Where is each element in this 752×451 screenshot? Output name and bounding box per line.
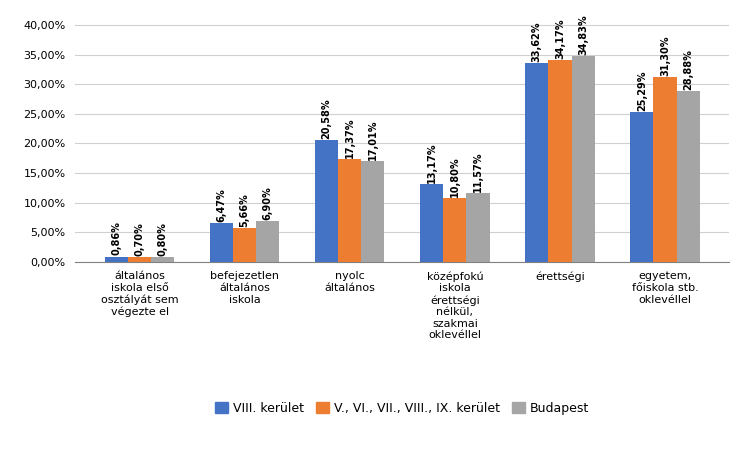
Bar bbox=[572, 56, 595, 262]
Bar bbox=[677, 91, 699, 262]
Text: 6,47%: 6,47% bbox=[217, 189, 226, 222]
Text: 25,29%: 25,29% bbox=[637, 70, 647, 111]
Text: 28,88%: 28,88% bbox=[683, 49, 693, 90]
Bar bbox=[630, 112, 653, 262]
Text: 11,57%: 11,57% bbox=[473, 152, 483, 192]
Legend: VIII. kerület, V., VI., VII., VIII., IX. kerület, Budapest: VIII. kerület, V., VI., VII., VIII., IX.… bbox=[211, 397, 594, 420]
Text: 34,17%: 34,17% bbox=[555, 18, 565, 59]
Text: 10,80%: 10,80% bbox=[450, 156, 460, 197]
Text: 33,62%: 33,62% bbox=[532, 21, 542, 62]
Text: 5,66%: 5,66% bbox=[240, 193, 250, 227]
Bar bbox=[338, 159, 362, 262]
Text: 17,37%: 17,37% bbox=[344, 117, 355, 158]
Bar bbox=[233, 228, 256, 262]
Bar bbox=[362, 161, 384, 262]
Bar bbox=[256, 221, 280, 262]
Bar bbox=[128, 258, 151, 262]
Text: 31,30%: 31,30% bbox=[660, 35, 670, 76]
Text: 0,80%: 0,80% bbox=[158, 222, 168, 256]
Bar bbox=[105, 257, 128, 262]
Text: 34,83%: 34,83% bbox=[578, 14, 588, 55]
Bar bbox=[525, 63, 548, 262]
Text: 17,01%: 17,01% bbox=[368, 120, 378, 160]
Bar bbox=[420, 184, 443, 262]
Bar bbox=[315, 140, 338, 262]
Bar bbox=[210, 223, 233, 262]
Bar bbox=[151, 257, 174, 262]
Text: 13,17%: 13,17% bbox=[426, 142, 437, 183]
Bar bbox=[548, 60, 572, 262]
Bar bbox=[466, 193, 490, 262]
Text: 6,90%: 6,90% bbox=[262, 186, 273, 220]
Text: 0,86%: 0,86% bbox=[111, 221, 122, 255]
Bar bbox=[443, 198, 466, 262]
Text: 20,58%: 20,58% bbox=[322, 98, 332, 139]
Bar bbox=[653, 77, 677, 262]
Text: 0,70%: 0,70% bbox=[135, 222, 144, 256]
